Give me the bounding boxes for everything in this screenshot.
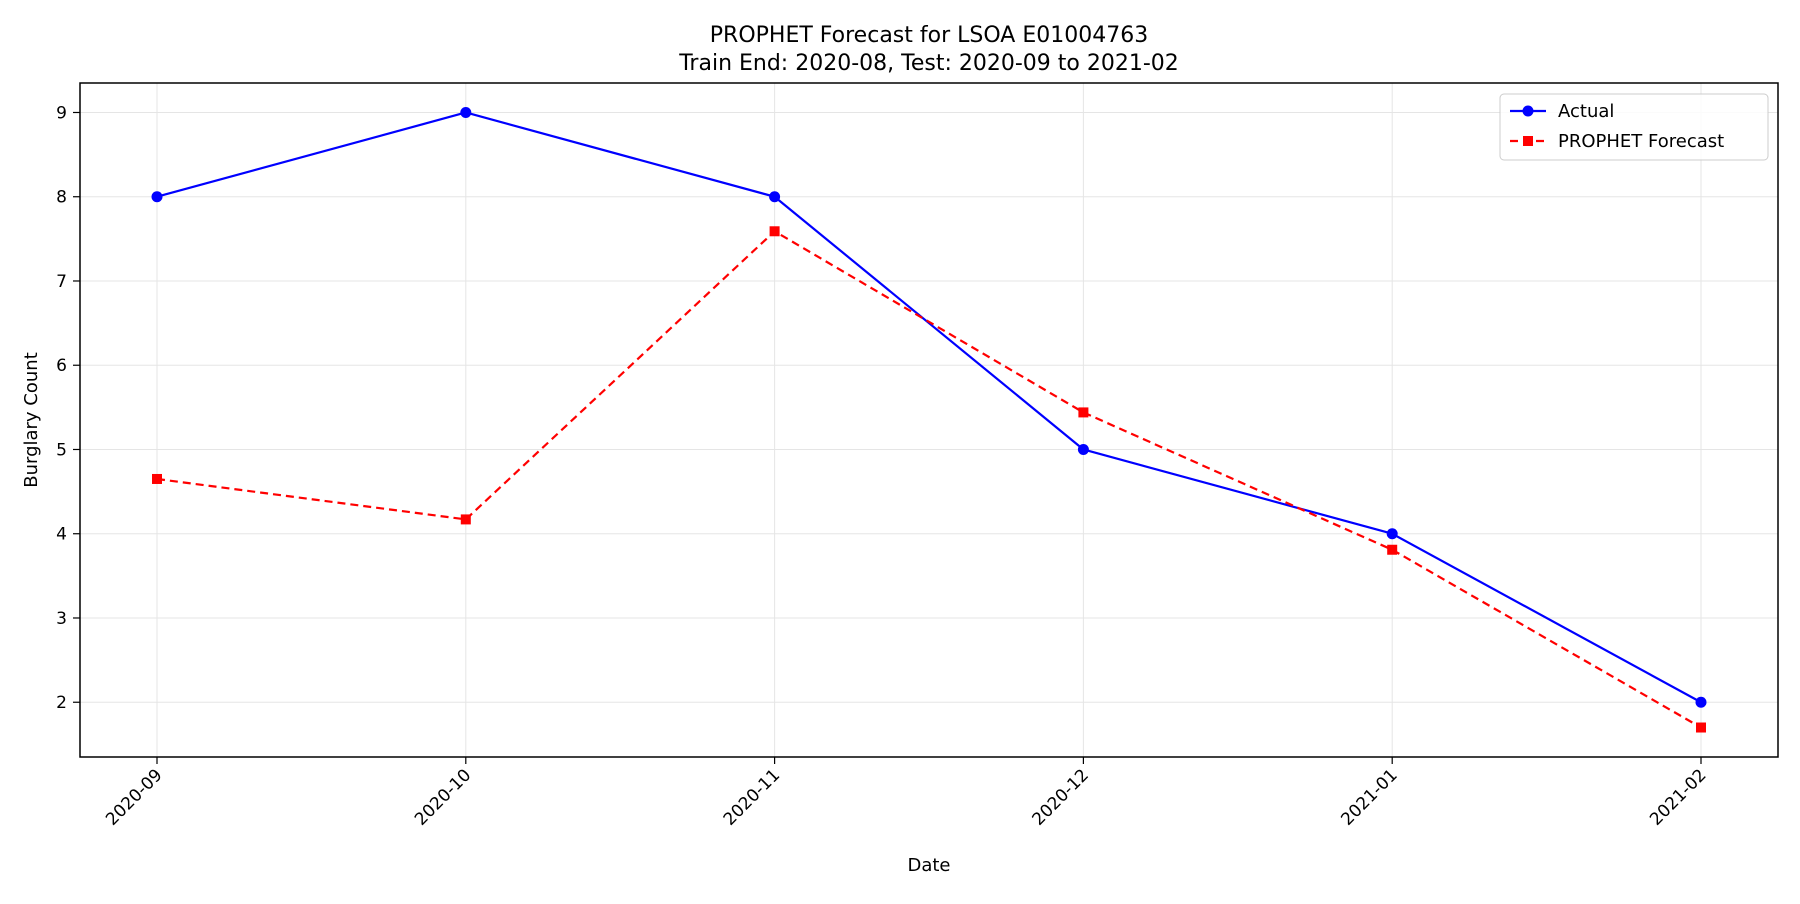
data-point-square — [1078, 407, 1089, 418]
grid-layer — [80, 83, 1778, 757]
plot-frame — [79, 82, 1779, 758]
chart-title: PROPHET Forecast for LSOA E01004763 — [710, 23, 1148, 48]
data-point-circle — [460, 106, 472, 118]
data-point-circle — [151, 191, 163, 203]
x-tick-label: 2021-01 — [1337, 765, 1401, 829]
x-tick-label: 2020-10 — [411, 765, 475, 829]
y-tick-label: 6 — [56, 356, 67, 376]
series-layer — [151, 106, 1707, 733]
data-point-square — [1387, 544, 1398, 555]
x-axis-label: Date — [907, 855, 950, 876]
y-tick-label: 9 — [56, 103, 67, 123]
y-tick-label: 8 — [56, 188, 67, 208]
data-point-square — [769, 226, 780, 237]
x-tick-label: 2020-11 — [720, 765, 784, 829]
y-tick-label: 7 — [56, 272, 67, 292]
legend-box — [1499, 93, 1769, 161]
data-point-circle — [769, 191, 781, 203]
data-point-square — [460, 514, 471, 525]
legend: Actual PROPHET Forecast — [1499, 93, 1769, 161]
legend-marker-square — [1523, 136, 1533, 146]
data-point-circle — [1695, 696, 1707, 708]
x-tick-label: 2021-02 — [1646, 765, 1710, 829]
data-point-square — [152, 473, 162, 484]
series-line-1 — [156, 230, 1702, 729]
y-tick-label: 4 — [56, 525, 67, 545]
chart-subtitle: Train End: 2020-08, Test: 2020-09 to 202… — [678, 51, 1179, 76]
y-tick-label: 3 — [56, 609, 67, 629]
data-point-circle — [1077, 443, 1089, 455]
legend-label-0: Actual — [1558, 101, 1614, 122]
data-point-circle — [1386, 528, 1398, 540]
y-tick-label: 2 — [56, 693, 67, 713]
y-axis-label: Burglary Count — [21, 352, 42, 488]
legend-marker-circle — [1522, 105, 1534, 117]
y-tick-label: 5 — [56, 440, 67, 460]
legend-label-1: PROPHET Forecast — [1558, 131, 1724, 152]
series-line-0 — [156, 111, 1702, 704]
data-point-square — [1696, 722, 1706, 733]
x-tick-label: 2020-09 — [102, 765, 166, 829]
axis-layer: 2 3 4 5 6 7 8 9 2020-09 2020-10 2020-11 2020-12 2021… — [56, 103, 1710, 829]
x-tick-label: 2020-12 — [1029, 765, 1093, 829]
